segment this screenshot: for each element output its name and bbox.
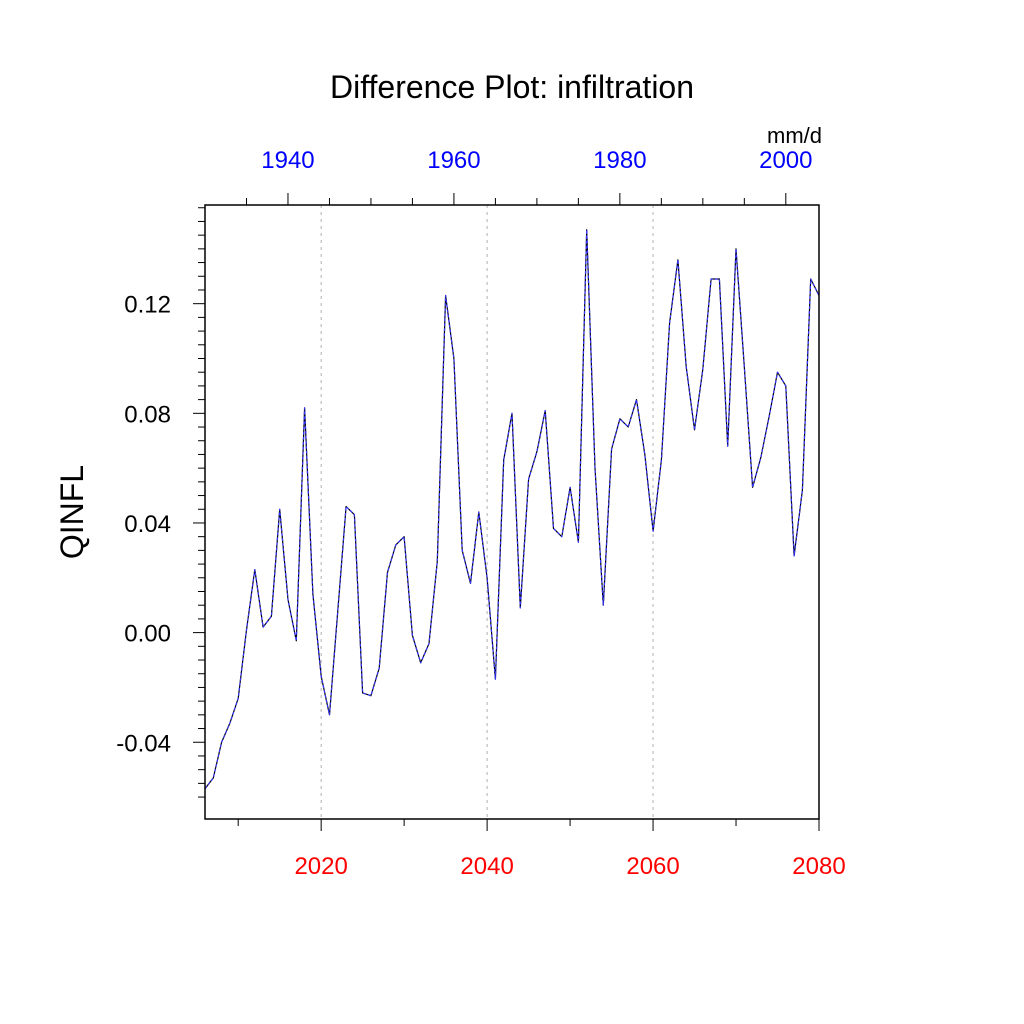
series-line-overlay xyxy=(204,229,820,790)
x-tick-label-bottom: 2060 xyxy=(626,853,679,880)
data-series xyxy=(204,229,820,790)
y-tick-label: 0.00 xyxy=(124,621,171,648)
x-tick-label-top: 2000 xyxy=(759,147,812,174)
x-tick-label-bottom: 2080 xyxy=(792,853,845,880)
x-tick-label-top: 1980 xyxy=(593,147,646,174)
y-tick-label: 0.04 xyxy=(124,511,171,538)
tick-marks xyxy=(193,193,820,831)
x-tick-label-top: 1940 xyxy=(261,147,314,174)
x-tick-label-top: 1960 xyxy=(427,147,480,174)
grid-lines xyxy=(320,205,654,819)
x-tick-label-bottom: 2020 xyxy=(294,853,347,880)
y-tick-label: -0.04 xyxy=(116,730,171,757)
series-line xyxy=(204,229,820,790)
y-axis-label: QINFL xyxy=(54,465,90,559)
x-tick-label-bottom: 2040 xyxy=(460,853,513,880)
y-tick-label: 0.12 xyxy=(124,292,171,319)
units-label: mm/d xyxy=(767,123,822,148)
y-tick-label: 0.08 xyxy=(124,401,171,428)
chart-title: Difference Plot: infiltration xyxy=(330,69,694,105)
tick-labels: 2020 2040 2060 2080 1940 1960 1980 2000 -0.04 0.0… xyxy=(116,147,845,880)
plot-frame xyxy=(204,204,820,820)
